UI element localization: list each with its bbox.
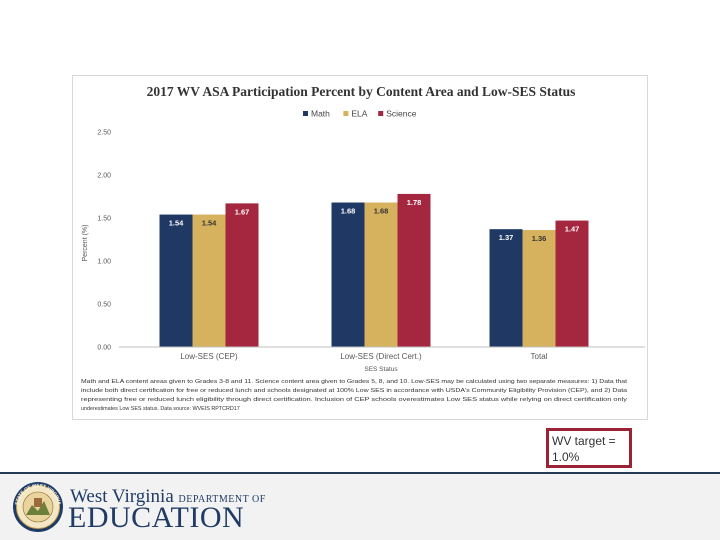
x-tick-label-2: Total <box>531 352 548 361</box>
bar-math-0 <box>159 214 193 347</box>
bar-ela-0 <box>192 214 226 347</box>
bar-math-2 <box>489 229 523 347</box>
footnote-line-3: representing free or reduced lunch eligi… <box>81 397 627 403</box>
chart-frame: 2017 WV ASA Participation Percent by Con… <box>72 75 648 420</box>
legend-label-ela: ELA <box>351 109 367 119</box>
footnote-line-2: include both direct certification for fr… <box>81 388 627 394</box>
footnote-line-4: underestimates Low SES status. Data sour… <box>81 406 240 412</box>
bar-science-0 <box>225 203 259 347</box>
y-tick-label-4: 2.00 <box>97 173 111 180</box>
target-line-1: WV target = <box>552 434 616 448</box>
bar-math-1 <box>331 202 365 347</box>
brand-department-of: DEPARTMENT OF <box>178 494 266 505</box>
x-axis: Low-SES (CEP) Low-SES (Direct Cert.) Total <box>180 352 547 361</box>
y-tick-label-5: 2.50 <box>97 130 111 137</box>
brand-state-name: West Virginia <box>70 486 174 507</box>
data-label-science-1: 1.78 <box>407 198 422 207</box>
data-label-ela-2: 1.36 <box>532 234 547 243</box>
data-label-math-0: 1.54 <box>169 219 184 228</box>
footer-divider <box>0 472 720 474</box>
x-tick-label-1: Low-SES (Direct Cert.) <box>340 352 422 361</box>
chart-footnote: Math and ELA content areas given to Grad… <box>81 379 628 412</box>
bar-ela-1 <box>364 202 398 347</box>
y-tick-label-2: 1.00 <box>97 259 111 266</box>
legend-swatch-ela <box>343 111 349 116</box>
y-axis-label: Percent (%) <box>82 225 89 262</box>
x-axis-label: SES Status <box>364 366 398 373</box>
bars-group: 1.54 1.54 1.67 1.68 1.68 1.78 1.37 1.36 1.47 <box>159 193 589 347</box>
bar-science-1 <box>397 193 431 347</box>
x-tick-label-0: Low-SES (CEP) <box>180 352 238 361</box>
legend-label-science: Science <box>386 109 417 119</box>
data-label-science-2: 1.47 <box>565 225 580 234</box>
data-label-ela-0: 1.54 <box>202 219 217 228</box>
legend-label-math: Math <box>311 109 330 119</box>
brand-education: EDUCATION <box>68 501 245 534</box>
bar-ela-2 <box>522 230 556 347</box>
chart-legend: Math ELA Science <box>303 109 417 119</box>
data-label-math-2: 1.37 <box>499 233 514 242</box>
y-tick-label-1: 0.50 <box>97 302 111 309</box>
chart-title: 2017 WV ASA Participation Percent by Con… <box>147 84 576 99</box>
footnote-line-1: Math and ELA content areas given to Grad… <box>81 379 628 385</box>
target-line-2: 1.0% <box>552 450 580 464</box>
y-axis: 0.00 0.50 1.00 1.50 2.00 2.50 <box>97 130 111 352</box>
data-label-ela-1: 1.68 <box>374 207 389 216</box>
bar-science-2 <box>555 220 589 347</box>
y-tick-label-0: 0.00 <box>97 345 111 352</box>
data-label-science-0: 1.67 <box>235 207 250 216</box>
y-tick-label-3: 1.50 <box>97 216 111 223</box>
footer-bar <box>0 474 720 540</box>
legend-swatch-science <box>378 111 384 116</box>
brand-top: West Virginia DEPARTMENT OF <box>70 487 266 510</box>
chart-svg: 2017 WV ASA Participation Percent by Con… <box>81 84 645 412</box>
legend-swatch-math <box>303 111 308 116</box>
wv-target-box: WV target = 1.0% <box>546 428 632 468</box>
wv-state-seal-icon: STATE OF WEST VIRGINIA <box>13 482 63 532</box>
data-label-math-1: 1.68 <box>341 207 356 216</box>
